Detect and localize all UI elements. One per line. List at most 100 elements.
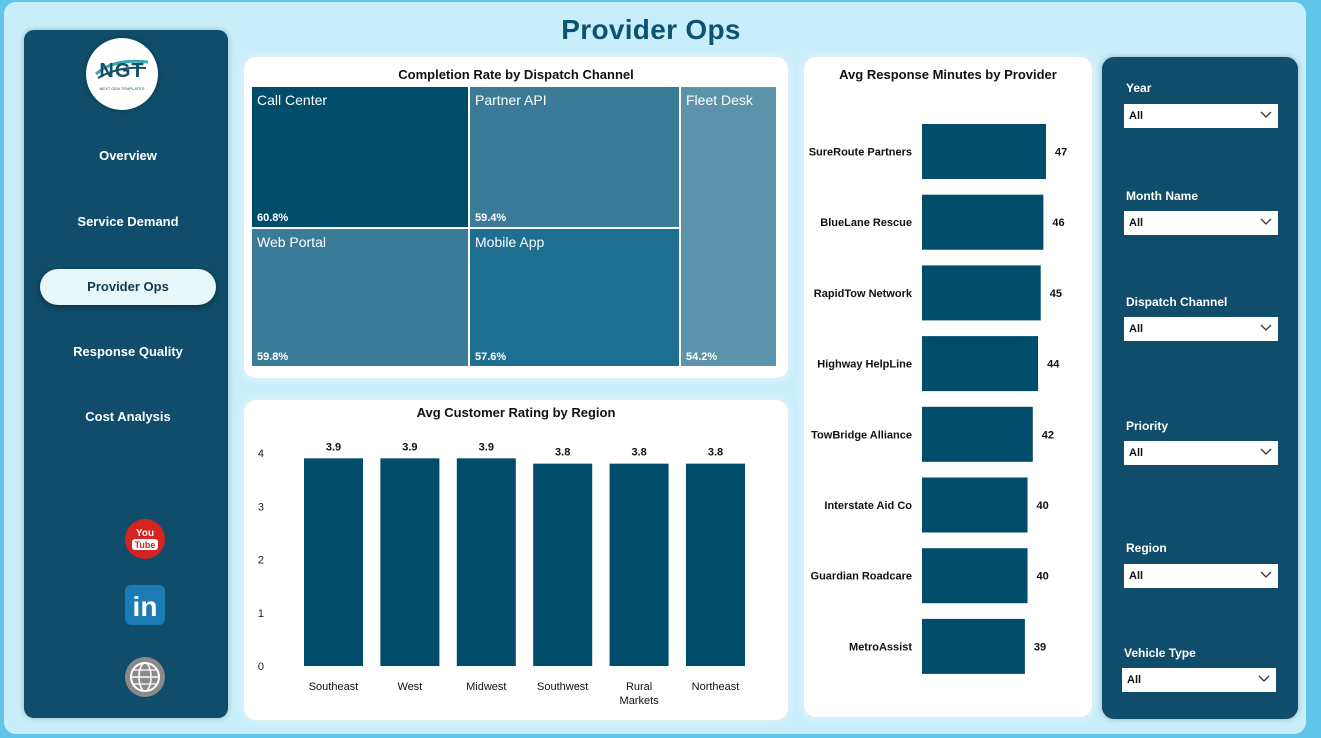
y-tick-label: 0 xyxy=(258,661,264,673)
bar-value-label: 3.9 xyxy=(402,441,417,453)
nav-provider-ops[interactable]: Provider Ops xyxy=(40,269,216,305)
x-tick-label: Southwest xyxy=(537,681,588,693)
filter-region-select[interactable]: All xyxy=(1124,564,1278,588)
y-category-label: Highway HelpLine xyxy=(817,359,912,371)
bar-metroassist[interactable] xyxy=(922,618,1025,674)
treemap-label: Call Center xyxy=(257,92,328,108)
bar-towbridge-alliance[interactable] xyxy=(922,406,1033,462)
treemap-cell-call-center[interactable]: Call Center 60.8% xyxy=(252,87,468,227)
bar-guardian-roadcare[interactable] xyxy=(922,548,1028,604)
y-category-label: BlueLane Rescue xyxy=(820,217,912,229)
logo: NGT NEXT GEN TEMPLATES xyxy=(86,38,158,110)
linkedin-icon-text: in xyxy=(133,591,158,622)
logo-subtext: NEXT GEN TEMPLATES xyxy=(99,86,145,91)
filter-vehicle-select[interactable]: All xyxy=(1122,668,1276,692)
bar-rapidtow-network[interactable] xyxy=(922,265,1041,321)
nav-response-quality[interactable]: Response Quality xyxy=(73,344,183,359)
page-title: Provider Ops xyxy=(561,14,741,45)
nav-service-demand[interactable]: Service Demand xyxy=(77,214,179,229)
response-minutes-title: Avg Response Minutes by Provider xyxy=(839,67,1057,82)
bar-highway-helpline[interactable] xyxy=(922,336,1039,392)
treemap-value: 60.8% xyxy=(257,212,289,224)
bar-west[interactable] xyxy=(380,458,440,666)
x-tick-label: Markets xyxy=(620,695,660,707)
x-tick-label: Northeast xyxy=(692,681,740,693)
treemap-cell-fleet-desk[interactable]: Fleet Desk 54.2% xyxy=(681,87,776,366)
linkedin-icon[interactable]: in xyxy=(124,584,166,626)
bar-value-label: 3.8 xyxy=(631,447,646,459)
treemap-cell-web-portal[interactable]: Web Portal 59.8% xyxy=(252,229,468,366)
y-category-label: RapidTow Network xyxy=(814,288,913,300)
treemap-cell-mobile-app[interactable]: Mobile App 57.6% xyxy=(470,229,679,366)
nav-cost-analysis[interactable]: Cost Analysis xyxy=(85,409,171,424)
logo-text: NGT xyxy=(99,60,145,82)
chevron-down-icon xyxy=(1260,111,1272,118)
filter-month-select[interactable]: All xyxy=(1124,211,1278,235)
bar-midwest[interactable] xyxy=(456,458,516,666)
globe-icon[interactable] xyxy=(124,656,166,698)
x-tick-label: Southeast xyxy=(309,681,359,693)
chevron-down-icon xyxy=(1260,448,1272,455)
x-tick-label: Midwest xyxy=(466,681,506,693)
x-tick-label: West xyxy=(397,681,422,693)
bar-southeast[interactable] xyxy=(304,458,363,666)
bar-interstate-aid-co[interactable] xyxy=(922,477,1028,533)
bar-rural-markets[interactable] xyxy=(609,463,669,666)
treemap-value: 59.4% xyxy=(475,212,507,224)
filter-priority-label: Priority xyxy=(1126,419,1169,433)
treemap-value: 54.2% xyxy=(686,351,718,363)
bar-bluelane-rescue[interactable] xyxy=(922,194,1044,250)
treemap-label: Web Portal xyxy=(257,234,326,250)
chevron-down-icon xyxy=(1260,218,1272,225)
y-category-label: Interstate Aid Co xyxy=(824,500,912,512)
youtube-icon[interactable]: You Tube xyxy=(124,518,166,560)
region-bar-chart: 0 1 2 3 4 3.9 Southeast 3.9 West 3.9 Midwest 3.8 Sou… xyxy=(258,441,745,707)
bar-value-label: 40 xyxy=(1037,571,1049,583)
logo-swoosh-icon xyxy=(95,59,149,79)
youtube-icon-text-1: You xyxy=(136,528,154,539)
customer-rating-panel: Avg Customer Rating by Region 0 1 2 3 4 3.9 So… xyxy=(244,400,788,720)
filter-year-label: Year xyxy=(1126,81,1152,95)
chevron-down-icon xyxy=(1258,675,1270,682)
y-tick-label: 2 xyxy=(258,555,264,567)
filter-month-value: All xyxy=(1129,217,1144,229)
bar-sureroute-partners[interactable] xyxy=(922,124,1046,179)
treemap-cell-partner-api[interactable]: Partner API 59.4% xyxy=(470,87,679,227)
filter-vehicle-value: All xyxy=(1127,674,1142,686)
completion-rate-panel: Completion Rate by Dispatch Channel Call… xyxy=(244,57,788,378)
treemap-value: 59.8% xyxy=(257,351,289,363)
treemap-value: 57.6% xyxy=(475,351,507,363)
filter-panel: Year All Month Name All Dispatch Channel… xyxy=(1102,57,1298,719)
treemap-label: Mobile App xyxy=(475,234,545,250)
bar-value-label: 42 xyxy=(1042,429,1054,441)
filter-year-value: All xyxy=(1129,110,1144,122)
x-tick-label: Rural xyxy=(626,681,652,693)
bar-value-label: 46 xyxy=(1052,217,1064,229)
filter-dispatch-value: All xyxy=(1129,323,1144,335)
filter-priority-select[interactable]: All xyxy=(1124,441,1278,465)
bar-value-label: 3.9 xyxy=(326,441,341,453)
completion-rate-title: Completion Rate by Dispatch Channel xyxy=(398,67,634,82)
chevron-down-icon xyxy=(1260,324,1272,331)
bar-value-label: 40 xyxy=(1037,500,1049,512)
bar-value-label: 3.9 xyxy=(479,441,494,453)
customer-rating-title: Avg Customer Rating by Region xyxy=(416,405,616,420)
response-minutes-panel: Avg Response Minutes by Provider SureRou… xyxy=(804,57,1092,717)
bar-value-label: 47 xyxy=(1055,147,1067,159)
y-tick-label: 1 xyxy=(258,608,264,620)
nav-overview[interactable]: Overview xyxy=(99,148,157,163)
treemap-label: Partner API xyxy=(475,92,547,108)
filter-region-label: Region xyxy=(1126,541,1167,555)
filter-region-value: All xyxy=(1129,570,1144,582)
filter-dispatch-select[interactable]: All xyxy=(1124,317,1278,341)
filter-dispatch-label: Dispatch Channel xyxy=(1126,295,1228,309)
chevron-down-icon xyxy=(1260,571,1272,578)
bar-southwest[interactable] xyxy=(533,463,593,666)
y-category-label: MetroAssist xyxy=(849,641,912,653)
filter-year-select[interactable]: All xyxy=(1124,104,1278,128)
y-category-label: SureRoute Partners xyxy=(809,147,912,159)
filter-month-label: Month Name xyxy=(1126,189,1198,203)
y-category-label: Guardian Roadcare xyxy=(811,571,912,583)
bar-value-label: 45 xyxy=(1050,288,1062,300)
bar-northeast[interactable] xyxy=(686,463,745,666)
